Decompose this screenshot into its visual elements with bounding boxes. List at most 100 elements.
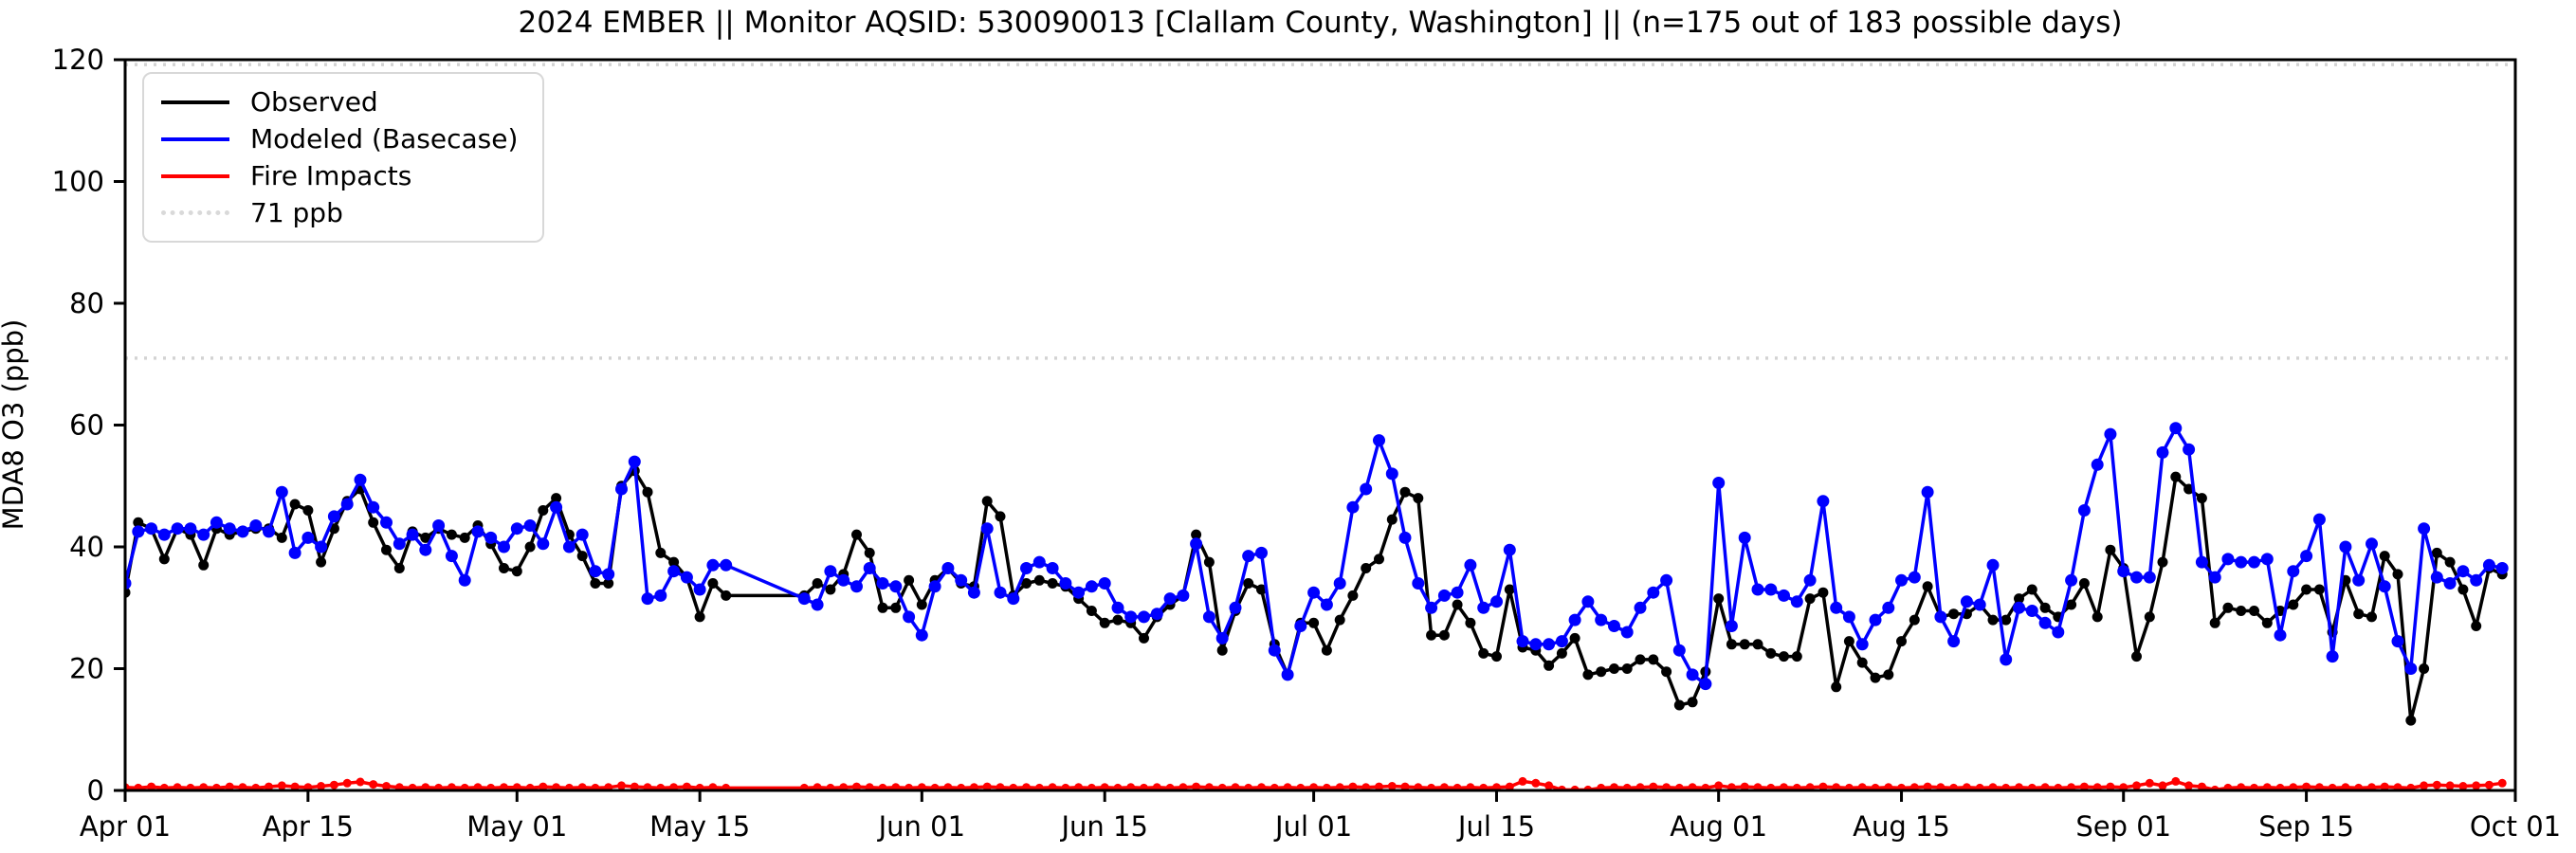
x-tick-label: Aug 01 bbox=[1670, 810, 1767, 843]
observed-point bbox=[133, 517, 144, 528]
fire-impacts-point bbox=[1531, 778, 1541, 788]
modeled-basecase-point bbox=[1346, 500, 1360, 514]
fire-impacts-point bbox=[1518, 776, 1527, 786]
fire-impacts-point bbox=[1753, 783, 1763, 790]
fire-impacts-point bbox=[2197, 782, 2206, 790]
observed-point bbox=[1556, 647, 1567, 659]
observed-point bbox=[1673, 699, 1685, 711]
fire-impacts-point bbox=[147, 782, 156, 790]
fire-impacts-point bbox=[826, 783, 835, 790]
observed-point bbox=[393, 563, 405, 573]
observed-point bbox=[1609, 663, 1619, 674]
modeled-basecase-point bbox=[2457, 565, 2470, 578]
modeled-basecase-point bbox=[315, 540, 328, 554]
modeled-basecase-point bbox=[432, 519, 446, 532]
fire-impacts-point bbox=[1610, 783, 1618, 790]
fire-impacts-point bbox=[2171, 776, 2181, 786]
fire-impacts-point bbox=[1231, 783, 1240, 790]
fire-impacts-point bbox=[1126, 783, 1136, 790]
modeled-basecase-point bbox=[2430, 571, 2443, 584]
modeled-basecase-point bbox=[863, 562, 876, 574]
fire-impacts-point bbox=[1688, 783, 1697, 790]
fire-impacts-point bbox=[1871, 783, 1880, 790]
x-tick-label: Sep 15 bbox=[2258, 810, 2354, 843]
observed-point bbox=[2353, 608, 2365, 620]
fire-impacts-point bbox=[2079, 782, 2089, 790]
observed-point bbox=[1021, 578, 1032, 589]
modeled-basecase-point bbox=[2156, 445, 2169, 459]
fire-impacts-point bbox=[238, 783, 247, 790]
modeled-basecase-point bbox=[1098, 577, 1111, 590]
modeled-basecase-point bbox=[1190, 537, 1203, 551]
fire-impacts-point bbox=[1505, 782, 1514, 790]
modeled-basecase-point bbox=[1007, 592, 1020, 606]
fire-impacts-point bbox=[2067, 783, 2076, 790]
observed-point bbox=[694, 611, 705, 623]
modeled-basecase-point bbox=[2366, 537, 2378, 551]
modeled-basecase-point bbox=[1634, 601, 1647, 614]
observed-point bbox=[1386, 514, 1398, 525]
modeled-basecase-point bbox=[2025, 605, 2038, 617]
modeled-basecase-point bbox=[2183, 443, 2196, 456]
fire-impacts-line bbox=[125, 779, 2503, 790]
fire-impacts-point bbox=[2393, 783, 2402, 790]
fire-impacts-point bbox=[643, 783, 652, 790]
fire-impacts-point bbox=[1309, 783, 1319, 790]
observed-line bbox=[125, 468, 2503, 722]
fire-impacts-point bbox=[1414, 783, 1423, 790]
modeled-basecase-point bbox=[1477, 601, 1490, 614]
modeled-basecase-point bbox=[1817, 495, 1830, 508]
fire-impacts-point bbox=[186, 783, 195, 790]
modeled-basecase-point bbox=[1059, 577, 1072, 590]
modeled-basecase-point bbox=[1947, 635, 1961, 648]
modeled-basecase-point bbox=[2391, 635, 2404, 648]
modeled-basecase-markers bbox=[125, 422, 2509, 691]
modeled-basecase-point bbox=[210, 516, 223, 529]
fire-impacts-point bbox=[1726, 783, 1736, 790]
observed-point bbox=[1465, 617, 1476, 628]
observed-point bbox=[2209, 617, 2220, 628]
fire-impacts-point bbox=[1427, 783, 1436, 790]
observed-point bbox=[459, 532, 470, 543]
fire-impacts-point bbox=[1217, 783, 1227, 790]
fire-impacts-point bbox=[969, 783, 978, 790]
observed-point bbox=[316, 556, 327, 568]
fire-impacts-point bbox=[2145, 778, 2154, 788]
fire-impacts-point bbox=[486, 783, 496, 790]
observed-point bbox=[499, 563, 509, 573]
modeled-basecase-point bbox=[1529, 638, 1543, 651]
fire-impacts-point bbox=[2341, 783, 2350, 790]
observed-point bbox=[2236, 606, 2247, 616]
fire-impacts-point bbox=[1740, 782, 1749, 790]
fire-impacts-point bbox=[317, 782, 326, 790]
observed-point bbox=[1504, 584, 1515, 595]
modeled-basecase-point bbox=[811, 598, 824, 611]
fire-impacts-point bbox=[539, 782, 548, 790]
observed-point bbox=[2431, 547, 2442, 558]
fire-impacts-point bbox=[1270, 783, 1279, 790]
modeled-basecase-point bbox=[1177, 589, 1190, 602]
modeled-basecase-point bbox=[1202, 610, 1215, 624]
observed-point bbox=[198, 559, 210, 571]
modeled-basecase-point bbox=[145, 522, 158, 535]
fire-impacts-point bbox=[1857, 783, 1867, 790]
fire-impacts-point bbox=[2380, 782, 2389, 790]
modeled-basecase-point bbox=[1451, 586, 1464, 599]
modeled-basecase-point bbox=[2443, 577, 2457, 590]
fire-impacts-point bbox=[1805, 783, 1815, 790]
observed-point bbox=[1896, 636, 1907, 647]
modeled-basecase-point bbox=[367, 500, 380, 514]
modeled-basecase-point bbox=[1124, 610, 1138, 624]
observed-point bbox=[2457, 584, 2469, 595]
modeled-basecase-point bbox=[1712, 477, 1726, 489]
modeled-basecase-point bbox=[1778, 589, 1790, 602]
fire-impacts-point bbox=[1962, 783, 1971, 790]
fire-impacts-point bbox=[878, 783, 887, 790]
modeled-basecase-point bbox=[1412, 577, 1425, 590]
modeled-basecase-point bbox=[1686, 668, 1699, 681]
modeled-basecase-point bbox=[1581, 595, 1595, 608]
modeled-basecase-point bbox=[1660, 573, 1673, 587]
fire-impacts-point bbox=[356, 777, 365, 787]
modeled-basecase-point bbox=[980, 522, 994, 535]
